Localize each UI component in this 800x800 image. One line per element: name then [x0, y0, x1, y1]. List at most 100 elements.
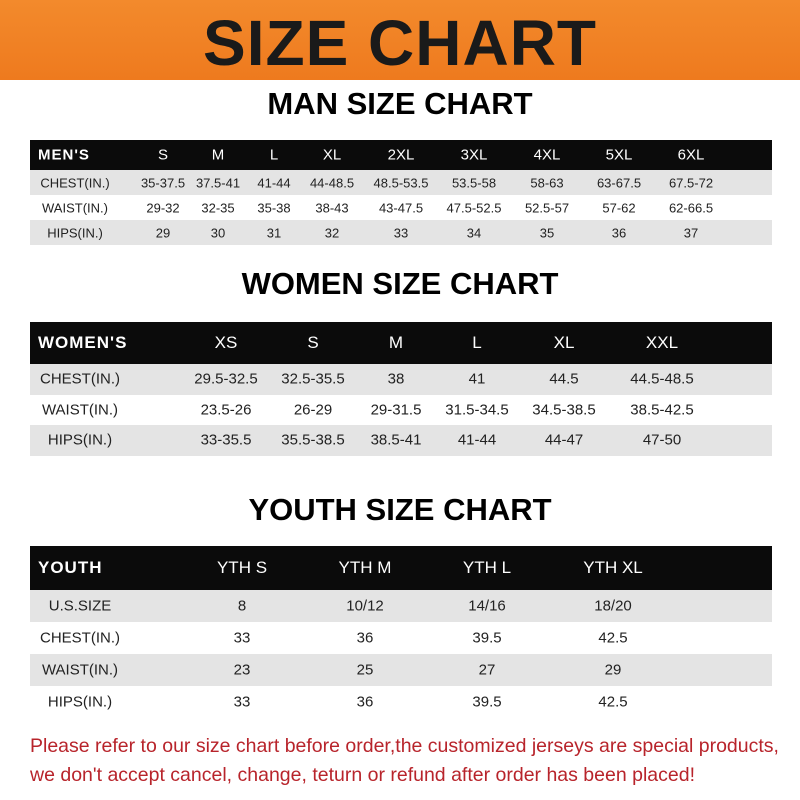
row-label: CHEST(IN.) [40, 175, 110, 190]
row-label: CHEST(IN.) [40, 629, 120, 647]
size-header: XS [214, 333, 238, 352]
table-cell: 36 [356, 629, 374, 647]
table-cell: 27 [478, 661, 496, 679]
size-header: L [269, 146, 279, 164]
table-cell: 33-35.5 [200, 431, 252, 449]
table-cell: 47-50 [642, 431, 682, 449]
size-header: YTH S [216, 558, 268, 577]
table-cell: 29-32 [146, 200, 180, 215]
table-cell: 53.5-58 [451, 175, 497, 190]
size-header: S [307, 333, 319, 352]
table-cell: 39.5 [472, 629, 502, 647]
table-row: HIPS(IN.) 33 36 39.5 42.5 [30, 686, 772, 718]
size-header: 5XL [605, 146, 633, 164]
table-title: YOUTH [38, 558, 103, 577]
size-header: M [388, 333, 404, 352]
women-header-row: WOMEN'S XS S M L XL XXL [30, 322, 772, 364]
youth-section-title: YOUTH SIZE CHART [248, 492, 552, 527]
size-header: M [211, 146, 225, 164]
table-cell: 32 [324, 225, 340, 240]
table-cell: 33 [233, 629, 251, 647]
table-cell: 43-47.5 [378, 200, 424, 215]
table-cell: 35.5-38.5 [281, 431, 345, 449]
table-cell: 14/16 [468, 597, 506, 615]
banner: SIZE CHART [0, 0, 800, 80]
table-cell: 29.5-32.5 [194, 370, 258, 388]
table-cell: 8 [237, 597, 247, 615]
table-cell: 44.5-48.5 [630, 370, 694, 388]
table-cell: 62-66.5 [668, 200, 714, 215]
table-cell: 29-31.5 [370, 401, 422, 419]
table-cell: 33 [233, 693, 251, 711]
table-cell: 41 [468, 370, 486, 388]
size-header: S [157, 146, 169, 164]
table-row: WAIST(IN.) 23.5-26 26-29 29-31.5 31.5-34.5 34… [30, 394, 772, 425]
table-cell: 37 [683, 225, 699, 240]
row-label: HIPS(IN.) [47, 693, 113, 711]
table-cell: 36 [611, 225, 627, 240]
table-cell: 36 [356, 693, 374, 711]
notice-line-2: we don't accept cancel, change, teturn o… [30, 764, 695, 786]
size-header: 2XL [387, 146, 415, 164]
table-cell: 63-67.5 [596, 175, 642, 190]
table-cell: 29 [604, 661, 622, 679]
table-cell: 23.5-26 [200, 401, 252, 419]
table-cell: 35-37.5 [140, 175, 186, 190]
row-label: WAIST(IN.) [42, 200, 108, 215]
table-cell: 48.5-53.5 [373, 175, 429, 190]
row-label: HIPS(IN.) [47, 431, 113, 449]
table-cell: 34 [466, 225, 482, 240]
size-header: YTH XL [583, 558, 643, 577]
size-header: 4XL [533, 146, 561, 164]
notice-line-1: Please refer to our size chart before or… [30, 735, 779, 757]
table-cell: 26-29 [293, 401, 333, 419]
table-row: CHEST(IN.) 35-37.5 37.5-41 41-44 44-48.5 48.5… [30, 170, 772, 195]
table-cell: 32-35 [201, 200, 235, 215]
table-title: MEN'S [38, 146, 90, 164]
table-cell: 38-43 [315, 200, 349, 215]
row-label: WAIST(IN.) [41, 401, 119, 419]
table-row: WAIST(IN.) 23 25 27 29 [30, 654, 772, 686]
table-cell: 33 [393, 225, 409, 240]
table-row: CHEST(IN.) 29.5-32.5 32.5-35.5 38 41 44.5 44.5… [30, 364, 772, 395]
table-cell: 47.5-52.5 [446, 200, 502, 215]
table-cell: 25 [356, 661, 374, 679]
row-label: U.S.SIZE [48, 597, 112, 615]
table-cell: 32.5-35.5 [281, 370, 345, 388]
table-cell: 67.5-72 [668, 175, 714, 190]
table-cell: 18/20 [594, 597, 632, 615]
table-cell: 44-48.5 [309, 175, 355, 190]
table-cell: 57-62 [602, 200, 636, 215]
size-header: 3XL [460, 146, 488, 164]
size-header: 6XL [677, 146, 705, 164]
table-cell: 42.5 [598, 693, 628, 711]
row-label: WAIST(IN.) [41, 661, 119, 679]
table-cell: 44.5 [549, 370, 579, 388]
table-cell: 31 [266, 225, 282, 240]
table-cell: 41-44 [457, 431, 497, 449]
size-header: YTH M [338, 558, 392, 577]
table-cell: 31.5-34.5 [445, 401, 509, 419]
table-row: U.S.SIZE 8 10/12 14/16 18/20 [30, 590, 772, 622]
youth-header-row: YOUTH YTH S YTH M YTH L YTH XL [30, 546, 772, 590]
table-cell: 34.5-38.5 [532, 401, 596, 419]
table-cell: 29 [155, 225, 171, 240]
table-cell: 10/12 [346, 597, 384, 615]
size-header: L [472, 333, 482, 352]
table-cell: 38 [387, 370, 405, 388]
men-header-row: MEN'S S M L XL 2XL 3XL 4XL 5XL 6XL [30, 140, 772, 170]
table-cell: 39.5 [472, 693, 502, 711]
size-header: XXL [645, 333, 679, 352]
table-cell: 38.5-42.5 [630, 401, 694, 419]
table-cell: 38.5-41 [370, 431, 422, 449]
table-row: CHEST(IN.) 33 36 39.5 42.5 [30, 622, 772, 654]
table-row: WAIST(IN.) 29-32 32-35 35-38 38-43 43-47.5 47.… [30, 195, 772, 220]
table-cell: 35-38 [257, 200, 291, 215]
table-cell: 58-63 [530, 175, 564, 190]
size-header: XL [322, 146, 342, 164]
table-cell: 41-44 [257, 175, 291, 190]
table-row: HIPS(IN.) 33-35.5 35.5-38.5 38.5-41 41-44 44-… [30, 425, 772, 456]
table-cell: 35 [539, 225, 555, 240]
table-cell: 44-47 [544, 431, 584, 449]
table-cell: 30 [210, 225, 226, 240]
